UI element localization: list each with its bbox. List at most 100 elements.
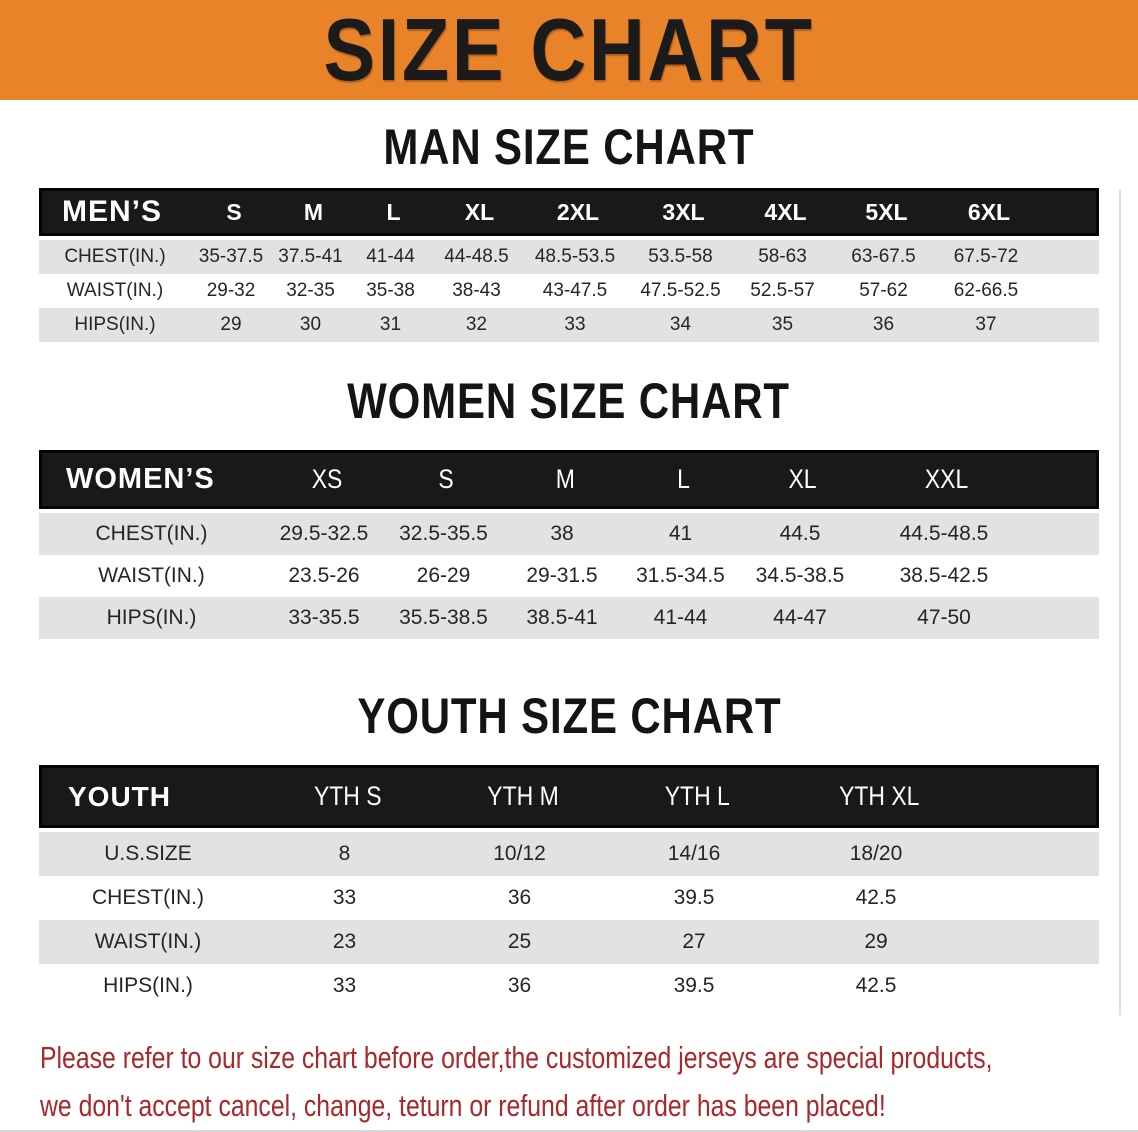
women-cell: 23.5-26 [288, 564, 360, 587]
women-cell: 44.5-48.5 [899, 522, 989, 545]
youth-row-hipsin: HIPS(IN.) 33 36 39.5 42.5 [39, 964, 1099, 1008]
youth-cell: 8 [338, 842, 351, 865]
women-row-hipsin: HIPS(IN.) 33-35.5 35.5-38.5 38.5-41 41-44 44-… [39, 597, 1099, 639]
women-cell: 38.5-42.5 [899, 564, 989, 587]
women-cell: 38.5-41 [526, 606, 598, 629]
youth-cell: 29 [864, 930, 888, 953]
men-size-table: MEN’S S M L XL 2XL 3XL 4XL 5XL 6XL CHEST(IN.) 35-37… [39, 188, 1099, 342]
women-cell: 38 [550, 522, 574, 545]
men-size-col-6xl: 6XL [967, 198, 1011, 225]
men-cell: 30 [299, 314, 322, 335]
women-cell: 31.5-34.5 [636, 564, 725, 587]
youth-cell: 25 [507, 930, 532, 953]
youth-cell: 36 [507, 974, 532, 997]
men-cell: 29 [220, 314, 242, 335]
women-cell: 33-35.5 [288, 606, 360, 629]
men-cell: 34 [669, 314, 692, 335]
scan-edge-artifact [1119, 190, 1121, 1015]
men-cell: 58-63 [758, 246, 807, 267]
men-section-title: MAN SIZE CHART [383, 119, 755, 175]
youth-row-label: HIPS(IN.) [103, 974, 193, 997]
men-size-col-l: L [386, 198, 401, 225]
men-size-col-xl: XL [464, 198, 495, 225]
men-cell: 67.5-72 [953, 246, 1019, 267]
women-header-label: WOMEN’S [66, 463, 215, 495]
women-cell: 35.5-38.5 [399, 606, 488, 629]
youth-row-label: CHEST(IN.) [92, 886, 204, 909]
men-cell: 62-66.5 [953, 280, 1019, 301]
men-cell: 32-35 [286, 280, 335, 301]
men-cell: 37 [975, 314, 997, 335]
youth-cell: 33 [332, 974, 357, 997]
men-cell: 48.5-53.5 [534, 246, 616, 267]
men-size-col-m: M [303, 198, 324, 225]
men-cell: 57-62 [859, 280, 908, 301]
men-cell: 53.5-58 [648, 246, 713, 267]
youth-cell: 27 [682, 930, 706, 953]
men-cell: 32 [465, 314, 488, 335]
men-size-col-s: S [226, 198, 242, 225]
men-cell: 43-47.5 [542, 280, 608, 301]
banner-title: SIZE CHART [323, 0, 815, 99]
youth-cell: 10/12 [493, 842, 546, 865]
women-cell: 32.5-35.5 [399, 522, 488, 545]
men-row-chestin: CHEST(IN.) 35-37.5 37.5-41 41-44 44-48.5 48.5… [39, 240, 1099, 274]
size-chart-banner: SIZE CHART [0, 0, 1138, 100]
men-size-col-2xl: 2XL [556, 198, 600, 225]
women-size-col-s: S [438, 464, 455, 494]
disclaimer-line-2: we don't accept cancel, change, teturn o… [40, 1088, 886, 1123]
youth-header-label: YOUTH [68, 780, 171, 812]
women-size-col-l: L [677, 464, 690, 494]
youth-cell: 23 [332, 930, 357, 953]
women-cell: 44.5 [779, 522, 821, 545]
men-cell: 47.5-52.5 [640, 280, 721, 301]
men-cell: 36 [872, 314, 895, 335]
women-size-col-xl: XL [788, 464, 818, 494]
men-cell: 35 [771, 314, 794, 335]
men-cell: 41-44 [366, 246, 415, 267]
youth-cell: 18/20 [849, 842, 903, 865]
women-row-label: HIPS(IN.) [106, 606, 197, 629]
youth-cell: 42.5 [855, 974, 897, 997]
disclaimer-line-1: Please refer to our size chart before or… [40, 1040, 993, 1075]
youth-row-chestin: CHEST(IN.) 33 36 39.5 42.5 [39, 876, 1099, 920]
youth-row-label: U.S.SIZE [104, 842, 192, 865]
youth-cell: 36 [507, 886, 532, 909]
youth-size-col-yth-s: YTH S [313, 781, 382, 811]
men-row-label: WAIST(IN.) [66, 280, 164, 301]
men-row-label: HIPS(IN.) [74, 314, 156, 335]
men-cell: 63-67.5 [851, 246, 916, 267]
youth-cell: 39.5 [673, 886, 715, 909]
women-table-header: WOMEN’S XS S M L XL XXL [39, 450, 1099, 509]
youth-section-title: YOUTH SIZE CHART [356, 688, 782, 744]
women-cell: 41-44 [653, 606, 708, 629]
women-row-chestin: CHEST(IN.) 29.5-32.5 32.5-35.5 38 41 44.5 44.5… [39, 513, 1099, 555]
youth-size-col-yth-m: YTH M [486, 781, 559, 811]
women-cell: 29.5-32.5 [279, 522, 369, 545]
men-cell: 31 [379, 314, 402, 335]
men-header-label: MEN’S [62, 195, 163, 228]
men-row-hipsin: HIPS(IN.) 29 30 31 32 33 34 35 36 37 [39, 308, 1099, 342]
men-size-col-5xl: 5XL [865, 198, 908, 225]
women-cell: 44-47 [773, 606, 827, 629]
men-cell: 33 [564, 314, 586, 335]
men-table-header: MEN’S S M L XL 2XL 3XL 4XL 5XL 6XL [39, 188, 1099, 236]
women-size-col-xxl: XXL [925, 464, 969, 494]
women-size-col-m: M [555, 464, 575, 494]
men-cell: 44-48.5 [444, 246, 509, 267]
youth-table-body: U.S.SIZE 8 10/12 14/16 18/20 CHEST(IN.) 33 36 39… [39, 832, 1099, 1008]
women-size-table: WOMEN’S XS S M L XL XXL CHEST(IN.) 29.5-32.5 32.5… [39, 450, 1099, 639]
men-cell: 52.5-57 [750, 280, 815, 301]
youth-row-ussize: U.S.SIZE 8 10/12 14/16 18/20 [39, 832, 1099, 876]
men-row-label: CHEST(IN.) [64, 246, 166, 267]
men-cell: 29-32 [206, 280, 256, 301]
women-cell: 41 [668, 522, 693, 545]
women-cell: 34.5-38.5 [755, 564, 845, 587]
youth-cell: 39.5 [673, 974, 715, 997]
youth-cell: 33 [332, 886, 357, 909]
women-cell: 47-50 [917, 606, 971, 629]
youth-row-label: WAIST(IN.) [94, 930, 202, 953]
men-cell: 37.5-41 [278, 246, 343, 267]
women-row-waistin: WAIST(IN.) 23.5-26 26-29 29-31.5 31.5-34.5 34… [39, 555, 1099, 597]
